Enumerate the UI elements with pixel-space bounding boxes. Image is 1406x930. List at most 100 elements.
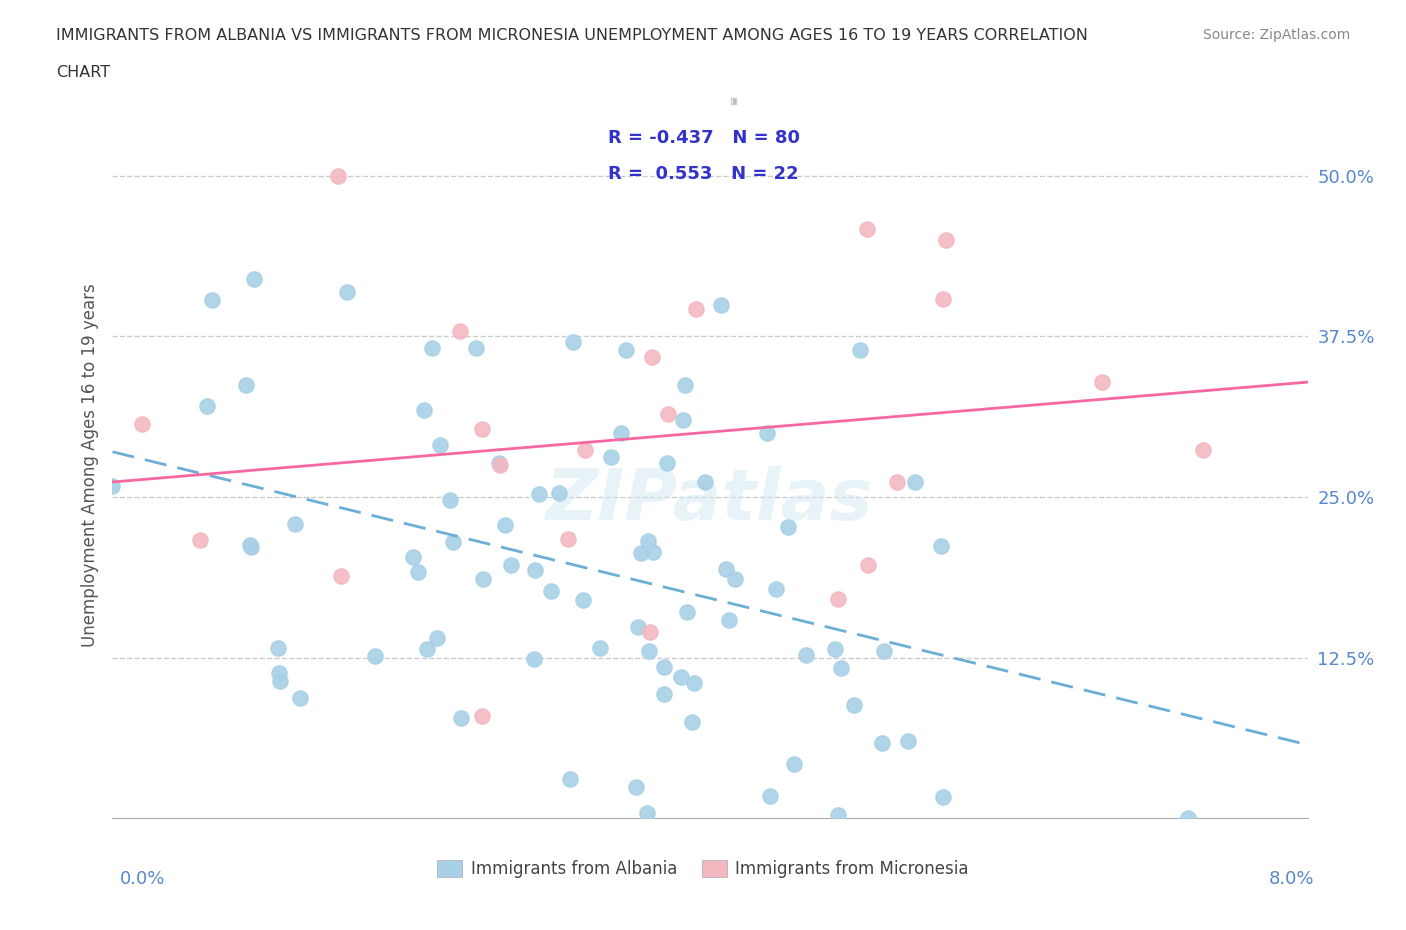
Point [1192, 443, 1215, 458]
Point [932, 291, 955, 306]
Point [783, 757, 806, 772]
Text: R = -0.437   N = 80: R = -0.437 N = 80 [609, 129, 800, 148]
Point [416, 642, 439, 657]
Point [450, 711, 472, 725]
Point [561, 335, 583, 350]
Point [794, 648, 817, 663]
Point [235, 378, 257, 392]
Point [638, 625, 661, 640]
Point [413, 403, 436, 418]
Point [830, 660, 852, 675]
Point [600, 450, 623, 465]
Point [201, 292, 224, 307]
Point [672, 413, 695, 428]
Point [827, 807, 849, 822]
Text: 0.0%: 0.0% [120, 870, 165, 887]
Text: IMMIGRANTS FROM ALBANIA VS IMMIGRANTS FROM MICRONESIA UNEMPLOYMENT AMONG AGES 16: IMMIGRANTS FROM ALBANIA VS IMMIGRANTS FR… [56, 28, 1088, 43]
Text: R =  0.553   N = 22: R = 0.553 N = 22 [609, 165, 799, 183]
Point [932, 790, 955, 804]
Point [637, 533, 659, 548]
Point [655, 456, 678, 471]
Point [682, 675, 704, 690]
Point [897, 734, 920, 749]
Point [408, 565, 430, 579]
Point [643, 544, 665, 559]
Point [540, 583, 562, 598]
Point [778, 519, 800, 534]
Text: 8.0%: 8.0% [1270, 870, 1315, 887]
Point [402, 550, 425, 565]
Point [364, 649, 387, 664]
Point [856, 221, 879, 236]
Point [756, 425, 779, 440]
Point [870, 736, 893, 751]
Point [640, 350, 662, 365]
Point [523, 652, 546, 667]
Point [685, 301, 707, 316]
Point [288, 690, 311, 705]
Point [267, 641, 290, 656]
Point [886, 474, 908, 489]
Point [101, 478, 124, 493]
Point [239, 538, 262, 552]
Point [824, 642, 846, 657]
Point [904, 474, 927, 489]
Point [499, 557, 522, 572]
Point [827, 591, 849, 606]
Point [614, 342, 637, 357]
Point [420, 340, 443, 355]
Point [488, 455, 510, 470]
Point [574, 443, 596, 458]
Point [242, 272, 264, 286]
Point [673, 378, 696, 392]
Point [676, 604, 699, 619]
Point [657, 406, 679, 421]
Point [718, 612, 741, 627]
Point [560, 771, 582, 786]
Legend: , : , [731, 99, 737, 104]
Point [494, 518, 516, 533]
Point [1177, 811, 1199, 826]
Point [329, 569, 352, 584]
Point [269, 666, 291, 681]
Point [1091, 375, 1114, 390]
Point [426, 631, 449, 645]
Point [131, 417, 153, 432]
Point [652, 659, 675, 674]
Point [693, 474, 716, 489]
Point [527, 486, 550, 501]
Point [326, 168, 349, 183]
Point [626, 779, 648, 794]
Point [858, 557, 880, 572]
Point [588, 640, 610, 655]
Point [557, 532, 579, 547]
Point [572, 592, 595, 607]
Point [284, 517, 307, 532]
Point [626, 620, 648, 635]
Point [429, 438, 451, 453]
Point [489, 458, 512, 472]
Point [239, 539, 262, 554]
Point [710, 297, 733, 312]
Point [637, 644, 659, 658]
Point [723, 571, 745, 586]
Point [842, 698, 865, 712]
Point [547, 485, 569, 500]
Point [188, 533, 211, 548]
Point [669, 670, 692, 684]
Point [636, 805, 658, 820]
Point [465, 340, 488, 355]
Point [681, 715, 703, 730]
Legend: Immigrants from Albania, Immigrants from Micronesia: Immigrants from Albania, Immigrants from… [430, 853, 976, 884]
Point [472, 572, 495, 587]
Point [630, 545, 652, 560]
Point [269, 673, 291, 688]
Point [471, 708, 494, 723]
Point [935, 232, 957, 247]
Point [849, 342, 872, 357]
Point [610, 426, 633, 441]
Text: ZIPatlas: ZIPatlas [547, 466, 873, 535]
Point [439, 493, 461, 508]
Point [929, 538, 952, 553]
Text: CHART: CHART [56, 65, 110, 80]
